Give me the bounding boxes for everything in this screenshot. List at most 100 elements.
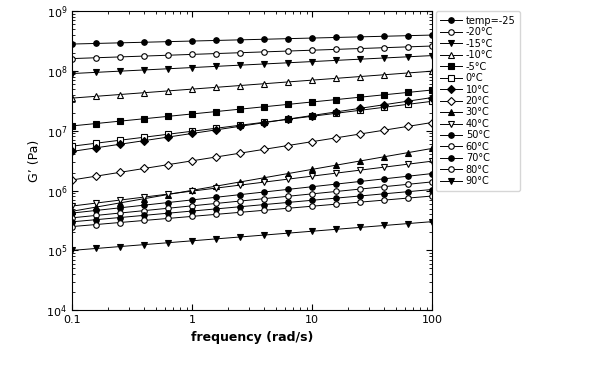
30°C bbox=[356, 159, 364, 163]
70°C bbox=[188, 209, 196, 213]
20°C bbox=[116, 170, 124, 174]
40°C bbox=[260, 180, 268, 184]
-5°C bbox=[140, 116, 148, 121]
60°C bbox=[92, 213, 100, 218]
Line: 30°C: 30°C bbox=[69, 146, 435, 214]
-5°C bbox=[260, 105, 268, 109]
90°C bbox=[380, 223, 388, 228]
-10°C bbox=[68, 96, 76, 100]
20°C bbox=[332, 136, 340, 140]
40°C bbox=[380, 165, 388, 169]
50°C bbox=[380, 177, 388, 181]
-15°C bbox=[332, 58, 340, 62]
90°C bbox=[260, 233, 268, 237]
temp=-25 bbox=[92, 41, 100, 46]
80°C bbox=[428, 194, 436, 198]
-15°C bbox=[236, 63, 244, 68]
20°C bbox=[164, 162, 172, 167]
0°C bbox=[188, 129, 196, 134]
0°C bbox=[284, 117, 292, 122]
temp=-25 bbox=[212, 38, 220, 43]
20°C bbox=[308, 139, 316, 144]
60°C bbox=[356, 187, 364, 191]
0°C bbox=[380, 105, 388, 110]
10°C bbox=[428, 95, 436, 100]
50°C bbox=[260, 190, 268, 194]
70°C bbox=[212, 207, 220, 211]
70°C bbox=[116, 215, 124, 220]
90°C bbox=[308, 229, 316, 234]
80°C bbox=[116, 220, 124, 225]
90°C bbox=[284, 231, 292, 235]
-15°C bbox=[284, 61, 292, 65]
-10°C bbox=[116, 92, 124, 97]
80°C bbox=[140, 218, 148, 223]
0°C bbox=[428, 99, 436, 104]
70°C bbox=[260, 203, 268, 207]
Line: -15°C: -15°C bbox=[69, 53, 435, 76]
10°C bbox=[236, 124, 244, 128]
10°C bbox=[380, 103, 388, 107]
0°C bbox=[404, 102, 412, 107]
30°C bbox=[212, 184, 220, 188]
20°C bbox=[140, 166, 148, 171]
20°C bbox=[68, 178, 76, 182]
temp=-25 bbox=[404, 34, 412, 38]
-20°C bbox=[284, 49, 292, 53]
50°C bbox=[164, 200, 172, 205]
10°C bbox=[404, 99, 412, 103]
Line: 90°C: 90°C bbox=[69, 219, 435, 253]
60°C bbox=[260, 196, 268, 201]
90°C bbox=[212, 237, 220, 241]
50°C bbox=[308, 185, 316, 189]
Line: temp=-25: temp=-25 bbox=[69, 32, 435, 47]
-20°C bbox=[68, 57, 76, 61]
temp=-25 bbox=[380, 34, 388, 38]
80°C bbox=[212, 212, 220, 216]
60°C bbox=[68, 216, 76, 220]
80°C bbox=[308, 204, 316, 208]
90°C bbox=[428, 219, 436, 224]
80°C bbox=[92, 222, 100, 227]
70°C bbox=[284, 200, 292, 205]
70°C bbox=[164, 211, 172, 215]
30°C bbox=[236, 180, 244, 184]
70°C bbox=[236, 204, 244, 209]
20°C bbox=[284, 143, 292, 148]
20°C bbox=[356, 132, 364, 136]
30°C bbox=[404, 150, 412, 155]
60°C bbox=[236, 199, 244, 203]
40°C bbox=[356, 168, 364, 172]
90°C bbox=[356, 225, 364, 230]
60°C bbox=[404, 182, 412, 187]
-5°C bbox=[188, 112, 196, 116]
Line: 10°C: 10°C bbox=[69, 95, 435, 154]
temp=-25 bbox=[68, 42, 76, 46]
-10°C bbox=[212, 85, 220, 89]
0°C bbox=[260, 120, 268, 124]
30°C bbox=[140, 196, 148, 201]
50°C bbox=[140, 203, 148, 207]
Line: 70°C: 70°C bbox=[69, 187, 435, 224]
10°C bbox=[332, 110, 340, 114]
-5°C bbox=[332, 97, 340, 102]
-15°C bbox=[356, 57, 364, 61]
10°C bbox=[212, 128, 220, 132]
20°C bbox=[188, 159, 196, 163]
-15°C bbox=[404, 55, 412, 59]
10°C bbox=[116, 142, 124, 146]
-20°C bbox=[212, 51, 220, 56]
-5°C bbox=[356, 95, 364, 99]
40°C bbox=[428, 159, 436, 164]
30°C bbox=[164, 192, 172, 197]
60°C bbox=[332, 189, 340, 194]
-5°C bbox=[92, 121, 100, 126]
80°C bbox=[404, 196, 412, 200]
50°C bbox=[284, 187, 292, 192]
60°C bbox=[284, 194, 292, 199]
50°C bbox=[404, 174, 412, 178]
-15°C bbox=[164, 66, 172, 71]
-15°C bbox=[116, 69, 124, 73]
40°C bbox=[284, 177, 292, 181]
60°C bbox=[428, 180, 436, 184]
